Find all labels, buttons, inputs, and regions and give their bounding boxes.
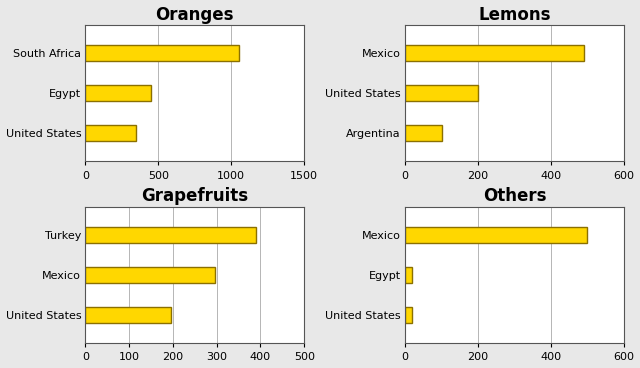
Bar <box>405 45 584 61</box>
Bar <box>405 85 478 101</box>
Bar <box>405 267 412 283</box>
Title: Oranges: Oranges <box>156 6 234 24</box>
Bar <box>85 85 151 101</box>
Bar <box>405 307 412 323</box>
Bar <box>405 125 442 141</box>
Bar <box>85 307 171 323</box>
Title: Grapefruits: Grapefruits <box>141 187 248 205</box>
Bar <box>85 227 256 243</box>
Bar <box>85 45 239 61</box>
Title: Others: Others <box>483 187 546 205</box>
Bar <box>85 125 136 141</box>
Bar <box>85 267 214 283</box>
Title: Lemons: Lemons <box>478 6 551 24</box>
Bar <box>405 227 588 243</box>
